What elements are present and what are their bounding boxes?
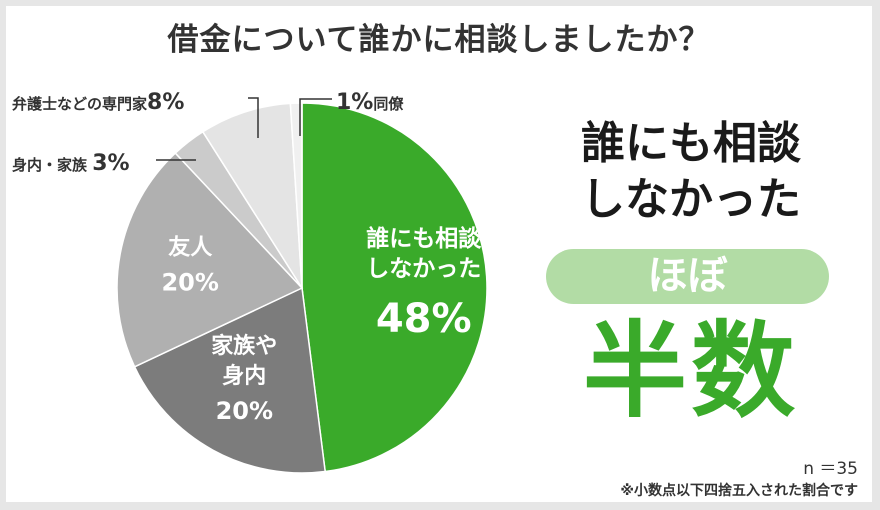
sample-size: n ＝35: [803, 459, 858, 479]
pie-slice-4: [201, 102, 303, 289]
headline-line1: 誰にも相談: [581, 118, 801, 169]
chart-frame: 借金について誰かに相談しましたか？ 誰にも相談 しなかった 48% 家族や 身内 20% 友…: [6, 6, 872, 502]
external-label-douryou: 1%同僚: [336, 90, 403, 115]
leader-line-douryou: [299, 98, 332, 136]
slice-label-2-line-0: 友人: [168, 236, 212, 261]
headline: 誰にも相談 しなかった: [541, 116, 841, 228]
slice-value-1: 20%: [216, 397, 273, 425]
external-label-miuchi-pct: 3%: [92, 151, 130, 176]
pie-slice-0: [301, 102, 488, 473]
pie-slice-5: [289, 102, 303, 289]
external-label-bengoshi-name: 弁護士などの専門家: [12, 95, 148, 113]
slice-value-0: 48%: [376, 296, 472, 342]
chart-title: 借金について誰かに相談しましたか？: [167, 22, 711, 58]
headline-big: 半数: [582, 310, 799, 432]
headline-line2: しなかった: [581, 174, 801, 225]
footnote: ※小数点以下四捨五入された割合です: [620, 483, 858, 499]
slice-value-2: 20%: [161, 269, 218, 297]
external-label-miuchi-name: 身内・家族: [12, 156, 88, 174]
pie-slice-1: [133, 286, 327, 474]
external-label-douryou-pct: 1%: [336, 90, 374, 115]
external-label-bengoshi-pct: 8%: [147, 90, 185, 115]
slice-label-1-line-0: 家族や: [211, 333, 277, 359]
external-label-miuchi: 身内・家族 3%: [12, 151, 130, 176]
slice-label-0-line-1: しなかった: [366, 256, 481, 282]
slice-label-1-line-1: 身内: [222, 363, 266, 389]
external-label-bengoshi: 弁護士などの専門家8%: [12, 90, 184, 115]
headline-pill: ほぼ: [546, 249, 829, 304]
external-label-douryou-name: 同僚: [373, 95, 404, 113]
slice-label-0-line-0: 誰にも相談: [366, 225, 482, 252]
leader-line-bengoshi: [248, 97, 259, 138]
pie-slice-2: [116, 152, 304, 368]
